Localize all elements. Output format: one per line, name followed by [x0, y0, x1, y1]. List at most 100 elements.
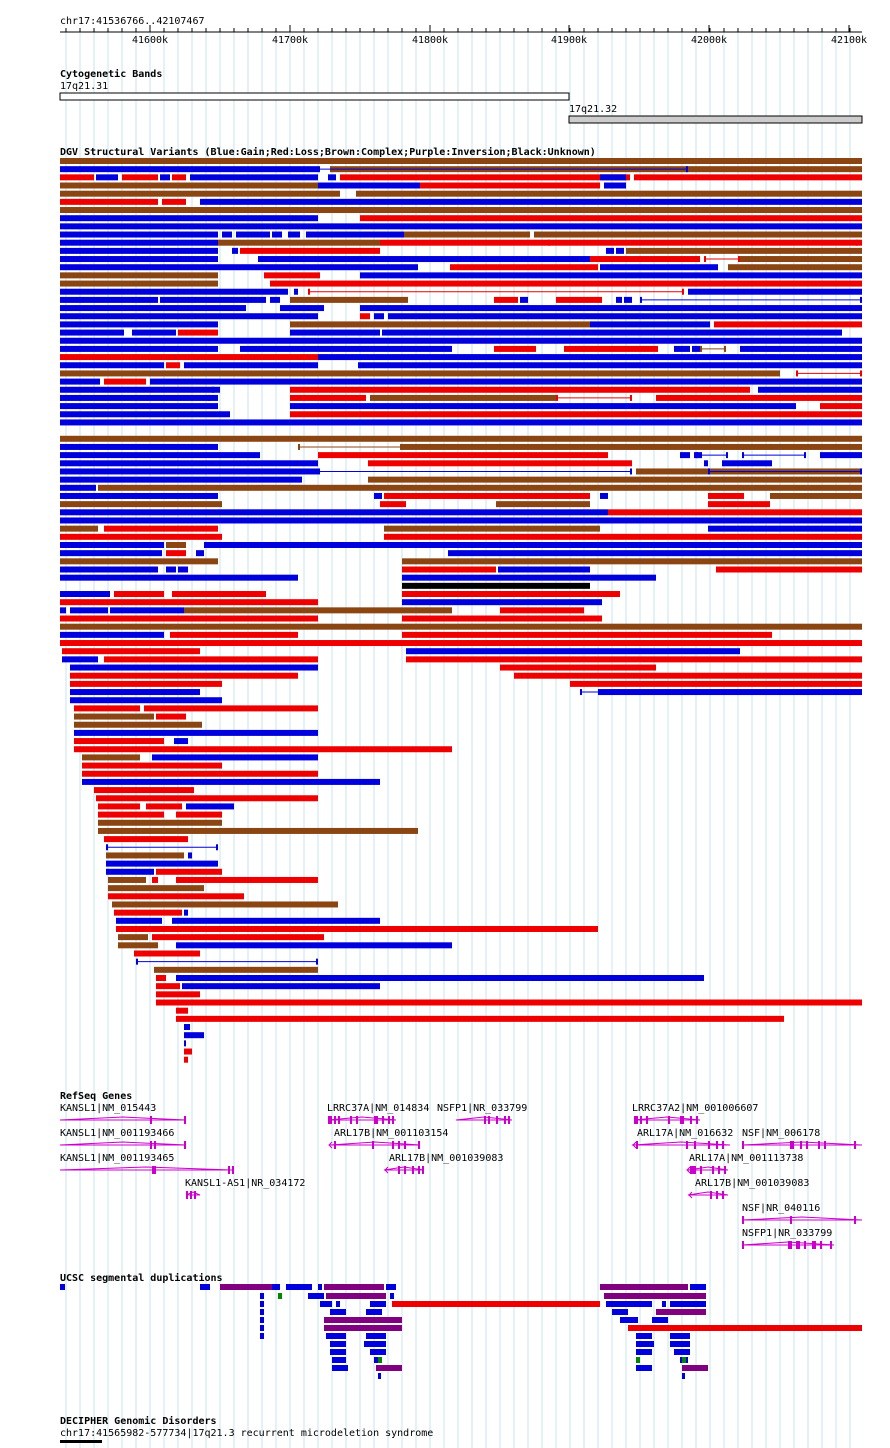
dgv-gain — [60, 631, 164, 638]
dgv-track[interactable]: DGV Structural Variants (Blue:Gain;Red:L… — [60, 146, 862, 1063]
gene-label: NSFP1|NR_033799 — [742, 1228, 832, 1239]
segdup-features[interactable] — [60, 1284, 862, 1379]
segdup-feature — [332, 1365, 348, 1371]
gene-exon — [806, 1141, 808, 1149]
segdup-feature — [330, 1341, 346, 1347]
cytoband-label: 17q21.32 — [569, 104, 617, 115]
segdup-feature — [318, 1284, 322, 1290]
dgv-loss — [290, 394, 366, 401]
ruler-tick-label: 41900k — [551, 35, 587, 46]
dgv-loss — [170, 631, 298, 638]
dgv-loss-end — [630, 394, 632, 401]
dgv-gain — [60, 476, 302, 483]
dgv-complex — [74, 721, 202, 728]
dgv-complex — [154, 966, 318, 973]
dgv-complex — [60, 272, 218, 279]
dgv-gain — [60, 247, 218, 254]
dgv-gain — [624, 296, 632, 303]
dgv-gain — [60, 223, 862, 230]
segdup-feature — [260, 1317, 264, 1323]
gene-intron — [185, 1191, 201, 1196]
dgv-gain — [616, 296, 622, 303]
dgv-gain — [60, 337, 380, 344]
gene-exon — [742, 1216, 744, 1224]
dgv-loss — [156, 713, 186, 720]
dgv-gain — [318, 182, 420, 189]
dgv-unknown — [402, 582, 590, 589]
dgv-gain — [60, 362, 164, 369]
dgv-gain — [96, 174, 118, 181]
dgv-loss — [564, 345, 658, 352]
dgv-complex — [356, 190, 862, 197]
dgv-loss — [60, 354, 318, 361]
gene-exon — [398, 1166, 400, 1174]
segdup-feature — [606, 1301, 652, 1307]
gene-intron — [687, 1191, 729, 1196]
dgv-complex — [74, 713, 154, 720]
gene-label: ARL17B|NM_001039083 — [695, 1178, 809, 1189]
gene-label: NSF|NM_006178 — [742, 1128, 820, 1139]
dgv-complex — [112, 901, 338, 908]
gene-exon — [418, 1141, 420, 1149]
gene-exon — [830, 1241, 832, 1249]
dgv-gain — [272, 231, 282, 238]
gene-exon — [800, 1141, 802, 1149]
segdup-track[interactable]: UCSC segmental duplications — [60, 1272, 862, 1379]
dgv-complex — [404, 231, 530, 238]
gene-exon — [184, 1141, 186, 1149]
dgv-gain — [182, 983, 380, 990]
dgv-gain-end — [316, 958, 318, 965]
segdup-feature — [260, 1293, 264, 1299]
dgv-loss — [60, 615, 318, 622]
gene-exon — [374, 1116, 378, 1124]
dgv-gain — [740, 345, 862, 352]
dgv-complex-end — [700, 345, 702, 352]
dgv-complex — [60, 280, 218, 287]
dgv-gain — [232, 247, 238, 254]
dgv-gain — [590, 321, 710, 328]
dgv-gain — [176, 942, 452, 949]
dgv-gain — [166, 566, 176, 573]
dgv-gain — [60, 239, 218, 246]
gene-exon — [690, 1166, 696, 1174]
cytoband-track[interactable]: Cytogenetic Bands 17q21.31 17q21.32 — [59, 68, 863, 124]
gene-exon — [696, 1116, 698, 1124]
dgv-loss — [714, 321, 862, 328]
dgv-gain — [190, 174, 318, 181]
refseq-track[interactable]: RefSeq Genes KANSL1|NM_015443 KANSL1|NM_… — [59, 1091, 863, 1249]
gene-exon — [796, 1241, 800, 1249]
segdup-feature — [682, 1357, 686, 1363]
decipher-track[interactable]: DECIPHER Genomic Disorders chr17:4156598… — [60, 1415, 433, 1443]
dgv-gain-end — [696, 452, 698, 459]
segdup-feature — [326, 1333, 346, 1339]
dgv-gain — [60, 607, 66, 614]
dgv-gain — [406, 648, 740, 655]
segdup-feature — [320, 1301, 332, 1307]
dgv-features[interactable] — [60, 158, 862, 1063]
dgv-gain-end — [860, 468, 862, 475]
decipher-feature[interactable] — [60, 1440, 102, 1443]
segdup-feature — [612, 1309, 628, 1315]
dgv-complex — [384, 525, 600, 532]
gene-label: KANSL1|NM_001193466 — [60, 1128, 174, 1139]
dgv-loss-end — [578, 182, 580, 189]
ruler-tick-label: 41700k — [272, 35, 308, 46]
gene-label: LRRC37A2|NM_001006607 — [632, 1103, 758, 1114]
dgv-loss — [172, 174, 186, 181]
gene-exon — [388, 1116, 390, 1124]
segdup-feature — [220, 1284, 280, 1290]
dgv-loss — [270, 280, 420, 287]
cytoband-q21-31[interactable] — [59, 92, 570, 101]
dgv-loss — [60, 198, 158, 205]
gene-intron — [631, 1141, 731, 1146]
dgv-loss — [656, 394, 862, 401]
segdup-track-title: UCSC segmental duplications — [60, 1272, 223, 1284]
gene-exon — [708, 1141, 710, 1149]
gene-models[interactable] — [59, 1116, 863, 1249]
dgv-loss-end — [548, 239, 550, 246]
gene-exon — [504, 1116, 506, 1124]
dgv-gain — [60, 411, 230, 418]
segdup-feature — [330, 1349, 346, 1355]
cytoband-q21-32[interactable] — [568, 115, 863, 124]
dgv-loss — [96, 795, 318, 802]
